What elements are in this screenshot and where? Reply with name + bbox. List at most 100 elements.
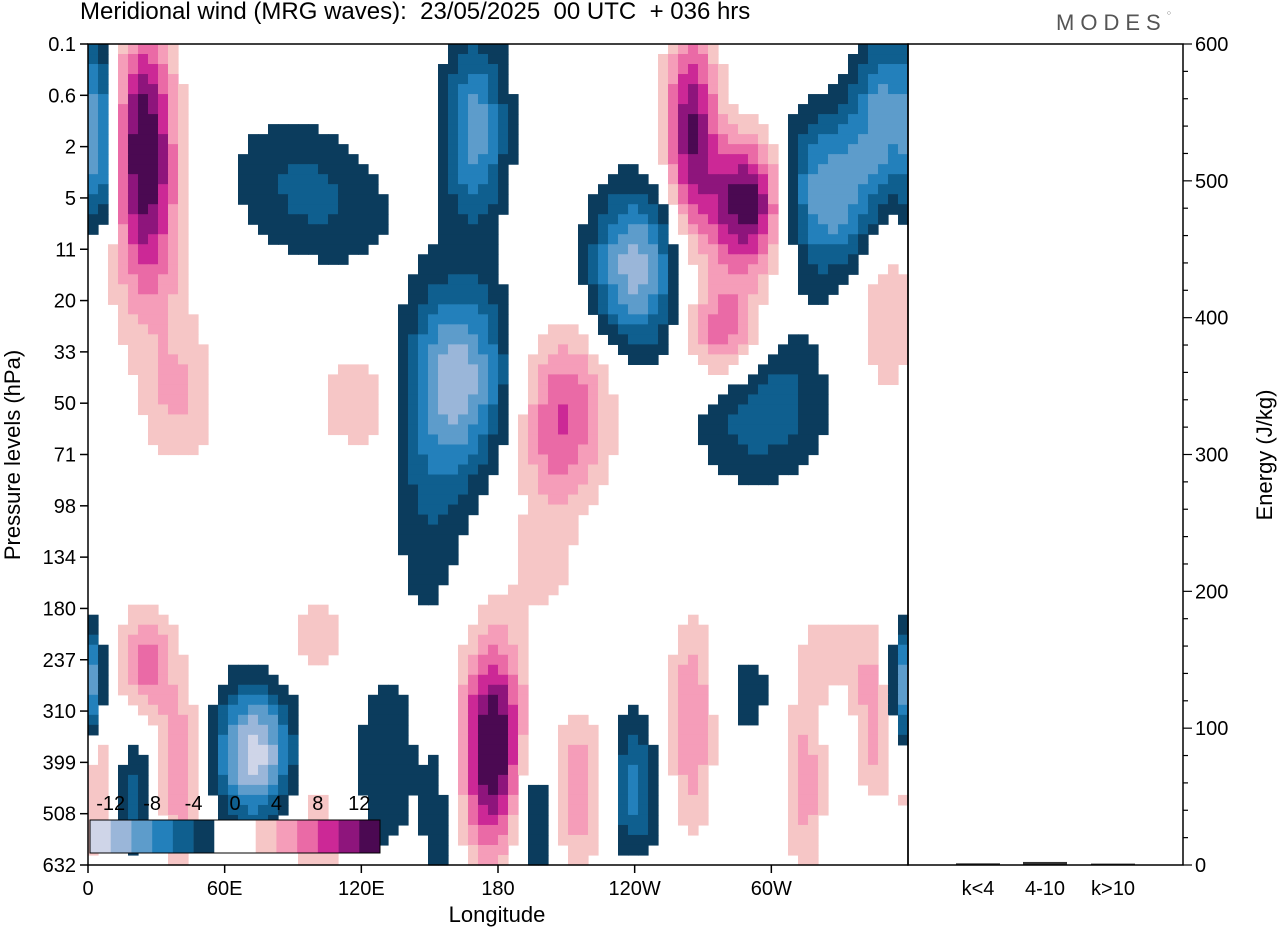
heatmap-cell xyxy=(858,164,869,175)
heatmap-cell xyxy=(258,214,269,225)
heatmap-cell xyxy=(848,214,859,225)
heatmap-cell xyxy=(858,124,869,135)
heatmap-cell xyxy=(688,144,699,155)
heatmap-cell xyxy=(658,314,669,325)
heatmap-cell xyxy=(248,664,259,676)
heatmap-cell xyxy=(798,164,809,175)
heatmap-cell xyxy=(488,794,499,806)
heatmap-cell xyxy=(608,404,619,416)
heatmap-cell xyxy=(348,194,359,205)
heatmap-cell xyxy=(698,324,709,335)
heatmap-cell xyxy=(758,294,769,305)
heatmap-cell xyxy=(268,164,279,175)
heatmap-cell xyxy=(598,254,609,265)
colorbar-swatch xyxy=(131,820,153,853)
heatmap-cell xyxy=(698,234,709,245)
heatmap-cell xyxy=(268,734,279,746)
heatmap-cell xyxy=(488,614,499,626)
heatmap-cell xyxy=(218,754,229,766)
heatmap-cell xyxy=(598,394,609,406)
heatmap-cell xyxy=(538,804,549,816)
heatmap-cell xyxy=(808,104,819,115)
heatmap-cell xyxy=(438,544,449,556)
heatmap-cell xyxy=(448,254,459,265)
heatmap-cell xyxy=(558,794,569,806)
heatmap-cell xyxy=(128,754,139,766)
heatmap-cell xyxy=(748,134,759,145)
heatmap-cell xyxy=(368,804,379,816)
heatmap-cell xyxy=(408,334,419,345)
heatmap-cell xyxy=(798,364,809,375)
heatmap-cell xyxy=(848,134,859,145)
heatmap-cell xyxy=(788,774,799,786)
heatmap-cell xyxy=(698,64,709,75)
heatmap-cell xyxy=(388,694,399,706)
heatmap-cell xyxy=(638,794,649,806)
heatmap-cell xyxy=(718,294,729,305)
heatmap-cell xyxy=(118,774,129,786)
heatmap-cell xyxy=(168,314,179,325)
heatmap-cell xyxy=(498,94,509,105)
heatmap-cell xyxy=(558,764,569,776)
heatmap-cell xyxy=(778,384,789,396)
heatmap-cell xyxy=(608,224,619,235)
heatmap-cell xyxy=(118,234,129,245)
heatmap-cell xyxy=(728,284,739,295)
heatmap-cell xyxy=(428,484,439,496)
heatmap-cell xyxy=(688,234,699,245)
heatmap-cell xyxy=(398,794,409,806)
heatmap-cell xyxy=(878,724,889,736)
heatmap-cell xyxy=(138,634,149,646)
heatmap-cell xyxy=(478,704,489,716)
heatmap-cell xyxy=(588,204,599,215)
heatmap-cell xyxy=(578,424,589,436)
heatmap-cell xyxy=(498,424,509,436)
heatmap-cell xyxy=(298,644,309,656)
heatmap-cell xyxy=(878,774,889,786)
heatmap-cell xyxy=(808,204,819,215)
heatmap-cell xyxy=(178,144,189,155)
heatmap-cell xyxy=(438,424,449,436)
heatmap-cell xyxy=(428,494,439,506)
heatmap-cell xyxy=(438,534,449,546)
heatmap-cell xyxy=(558,434,569,446)
heatmap-cell xyxy=(168,164,179,175)
heatmap-cell xyxy=(158,744,169,756)
colorbar-swatch xyxy=(90,820,112,853)
heatmap-cell xyxy=(438,454,449,466)
heatmap-cell xyxy=(528,434,539,446)
heatmap-cell xyxy=(828,254,839,265)
heatmap-cell xyxy=(398,394,409,406)
heatmap-cell xyxy=(868,144,879,155)
heatmap-cell xyxy=(668,304,679,315)
heatmap-cell xyxy=(428,754,439,766)
heatmap-cell xyxy=(158,204,169,215)
heatmap-cell xyxy=(138,614,149,626)
heatmap-cell xyxy=(488,454,499,466)
heatmap-cell xyxy=(588,484,599,496)
heatmap-cell xyxy=(408,434,419,446)
heatmap-cell xyxy=(458,784,469,796)
heatmap-cell xyxy=(688,334,699,345)
heatmap-cell xyxy=(828,94,839,105)
heatmap-cell xyxy=(458,754,469,766)
heatmap-cell xyxy=(408,364,419,375)
heatmap-cell xyxy=(568,744,579,756)
heatmap-cell xyxy=(798,764,809,776)
heatmap-cell xyxy=(518,634,529,646)
heatmap-cell xyxy=(628,734,639,746)
heatmap-cell xyxy=(838,184,849,195)
heatmap-cell xyxy=(738,414,749,426)
heatmap-cell xyxy=(468,804,479,816)
heatmap-cell xyxy=(138,604,149,616)
heatmap-cell xyxy=(468,464,479,476)
heatmap-cell xyxy=(748,154,759,165)
heatmap-cell xyxy=(878,694,889,706)
heatmap-cell xyxy=(818,744,829,756)
pressure-tick-label: 33 xyxy=(54,342,76,364)
heatmap-cell xyxy=(148,174,159,185)
heatmap-cell xyxy=(318,134,329,145)
heatmap-cell xyxy=(158,374,169,386)
heatmap-cell xyxy=(798,384,809,396)
heatmap-cell xyxy=(558,384,569,396)
